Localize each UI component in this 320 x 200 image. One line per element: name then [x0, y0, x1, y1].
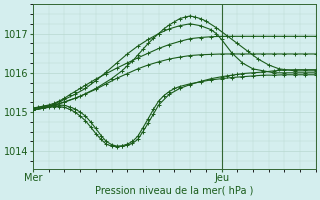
X-axis label: Pression niveau de la mer( hPa ): Pression niveau de la mer( hPa )	[95, 186, 253, 196]
